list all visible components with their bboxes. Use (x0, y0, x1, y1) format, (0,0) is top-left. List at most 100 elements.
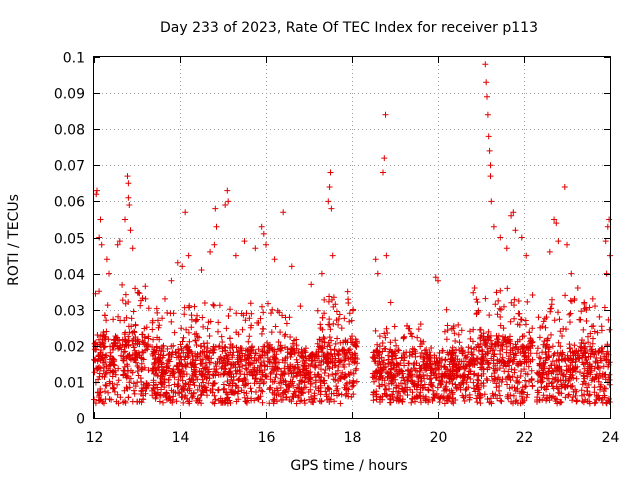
data-point (583, 357, 590, 363)
data-point (353, 338, 360, 345)
data-point (142, 347, 149, 354)
data-point (101, 344, 108, 351)
data-point (524, 371, 531, 378)
data-point (508, 366, 515, 373)
data-point (290, 382, 297, 389)
data-point (93, 365, 100, 372)
data-point (466, 359, 473, 366)
data-point (232, 389, 239, 396)
data-point (390, 374, 397, 381)
data-point (222, 361, 229, 368)
data-point (124, 361, 130, 368)
data-point (306, 375, 313, 382)
data-point (388, 353, 395, 360)
data-point (346, 379, 353, 386)
data-point (601, 385, 608, 392)
data-point (497, 234, 504, 241)
data-point (339, 347, 346, 354)
data-point (338, 391, 345, 398)
data-point (126, 202, 133, 208)
data-point (280, 209, 287, 216)
data-point (204, 392, 210, 399)
data-point (420, 371, 427, 378)
data-point (248, 388, 255, 395)
data-point (249, 343, 256, 350)
data-point (488, 400, 495, 407)
data-point (102, 371, 109, 377)
data-point (130, 308, 137, 315)
data-point (143, 324, 150, 331)
data-point (470, 371, 477, 378)
data-point (260, 326, 267, 332)
data-point (171, 329, 178, 336)
data-point (120, 399, 127, 406)
data-point (272, 374, 279, 381)
data-point (246, 315, 253, 322)
data-point (125, 323, 132, 330)
data-point (200, 379, 207, 386)
data-point (336, 311, 343, 318)
data-point (340, 361, 347, 368)
data-point (442, 356, 449, 363)
data-point (319, 342, 326, 349)
data-point (493, 289, 500, 296)
data-point (600, 388, 607, 395)
data-point (182, 354, 189, 361)
data-point (381, 382, 388, 389)
data-point (562, 394, 569, 401)
data-point (561, 383, 568, 390)
data-point (511, 315, 518, 322)
data-point (447, 373, 454, 380)
data-point (545, 370, 552, 377)
data-point (184, 349, 191, 356)
data-point (326, 334, 333, 341)
data-point (381, 330, 388, 337)
data-point (563, 363, 570, 370)
data-point (480, 357, 487, 364)
data-point (588, 377, 595, 384)
data-point (524, 391, 531, 398)
data-point (106, 378, 113, 385)
data-point (173, 348, 179, 355)
data-point (385, 352, 392, 359)
data-point (170, 310, 177, 317)
data-point (211, 346, 218, 353)
data-point (581, 299, 588, 306)
data-point (556, 316, 563, 323)
data-point (222, 362, 229, 369)
data-point (317, 379, 324, 385)
data-point (260, 309, 267, 316)
data-point (255, 346, 262, 353)
data-point (260, 380, 267, 387)
data-point (341, 357, 348, 364)
data-point (125, 341, 132, 348)
data-point (132, 285, 139, 292)
data-point (161, 369, 168, 376)
data-point (123, 338, 130, 345)
data-point (376, 343, 383, 350)
data-point (185, 329, 192, 336)
data-point (271, 360, 277, 367)
data-point (204, 325, 211, 332)
data-point (192, 317, 199, 324)
data-point (111, 388, 118, 395)
data-point (137, 375, 144, 382)
data-point (340, 346, 347, 353)
data-point (345, 386, 352, 393)
data-point (93, 191, 100, 198)
data-point (491, 376, 498, 383)
data-point (569, 397, 576, 404)
data-point (490, 223, 497, 230)
data-point (498, 398, 505, 405)
data-point (604, 342, 611, 349)
data-point (96, 288, 103, 295)
data-point (349, 383, 356, 390)
data-point (428, 345, 435, 351)
data-point (496, 305, 503, 312)
data-point (185, 344, 192, 351)
data-point (350, 391, 357, 398)
data-point (349, 333, 355, 340)
data-point (585, 333, 591, 340)
data-point (116, 344, 123, 351)
